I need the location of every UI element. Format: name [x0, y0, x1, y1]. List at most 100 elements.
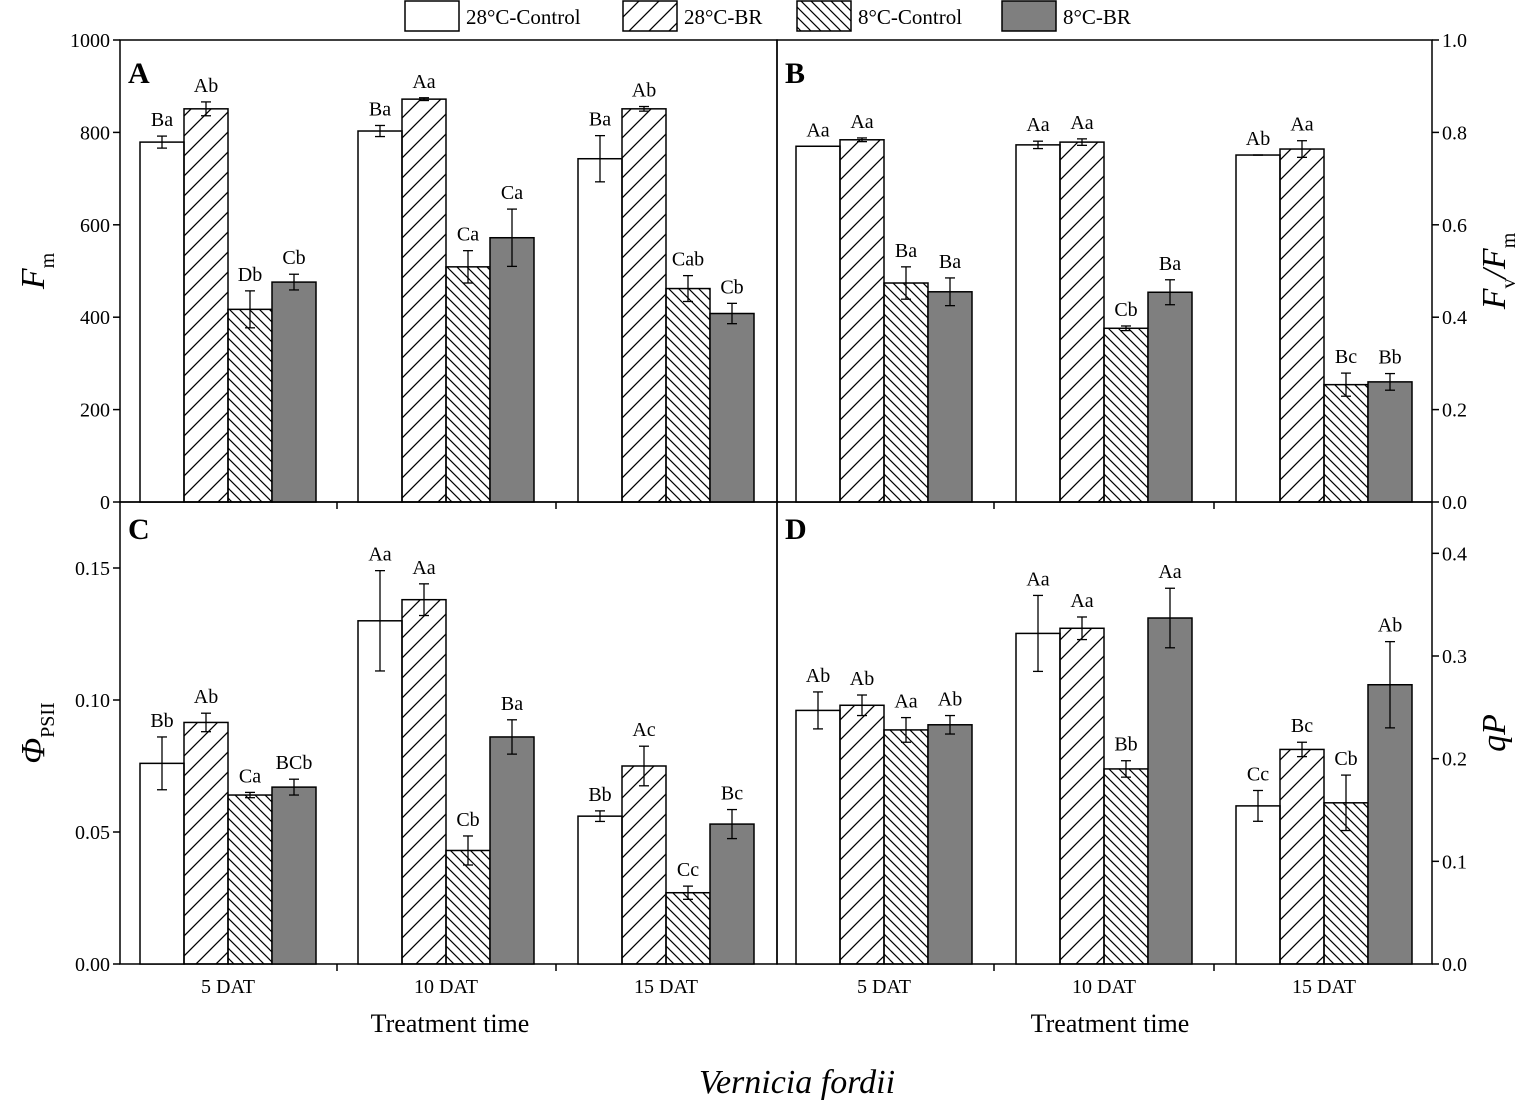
bar-data-label: Aa [806, 119, 829, 141]
bar-data-label: Aa [1026, 568, 1049, 590]
bar-data-label: Ba [589, 109, 611, 131]
y-tick-label: 0.1 [1442, 851, 1467, 873]
bar-data-label: Ab [194, 75, 218, 97]
bar [445, 266, 491, 503]
bar [665, 287, 711, 503]
bar-data-label: Bb [1378, 347, 1401, 369]
bar-data-label: Aa [1158, 561, 1181, 583]
legend-swatch-8c-control [796, 0, 852, 32]
bar-data-label: Ab [632, 80, 656, 102]
bar-data-label: Bb [1114, 734, 1137, 756]
y-tick-label: 0.6 [1442, 215, 1467, 237]
legend-label-28c-br: 28°C-BR [684, 5, 762, 29]
panel-letter: A [128, 57, 150, 90]
bar-data-label: Bc [721, 783, 743, 805]
bar [489, 736, 535, 965]
x-axis-title: Treatment time [371, 1009, 530, 1038]
legend-label-8c-control: 8°C-Control [858, 5, 962, 29]
panel-letter: B [785, 57, 805, 90]
bar-data-label: Cc [1247, 763, 1269, 785]
bar-data-label: Ba [895, 240, 917, 262]
bar-data-label: Aa [1070, 112, 1093, 134]
bar [357, 130, 403, 503]
x-tick-label: 15 DAT [634, 976, 698, 998]
bar [139, 141, 185, 503]
bar [139, 762, 185, 965]
bar [1103, 768, 1149, 965]
y-tick-label: 200 [80, 400, 110, 422]
y-tick-label: 0.2 [1442, 400, 1467, 422]
y-tick-label: 0.2 [1442, 749, 1467, 771]
bar [227, 308, 273, 503]
panel-a: A 0 200 400 600 800 1000 Ba Ba Ba Ab Aa Ab Db Ca Cab Cb C… [15, 30, 778, 514]
x-axis-title: Treatment time [1031, 1009, 1190, 1038]
bar [1015, 144, 1061, 503]
x-tick-label: 5 DAT [201, 976, 255, 998]
y-tick-label: 600 [80, 215, 110, 237]
x-tick-label: 10 DAT [414, 976, 478, 998]
bar [883, 729, 929, 965]
y-axis-title: qP [1476, 714, 1513, 752]
bar-data-label: Ba [369, 98, 391, 120]
y-tick-label: 400 [80, 307, 110, 329]
y-axis-title: ΦPSII [15, 702, 59, 763]
bar [1323, 383, 1369, 503]
bar-data-label: Ca [457, 224, 479, 246]
bar [1103, 327, 1149, 503]
bar [1367, 381, 1413, 503]
bar [489, 236, 535, 503]
bar-data-label: BCb [276, 752, 313, 774]
bar-data-label: Cb [720, 276, 743, 298]
bar [839, 139, 885, 503]
bar [1367, 683, 1413, 965]
bar-data-label: Bb [588, 784, 611, 806]
legend-swatch-8c-br [1001, 0, 1057, 32]
panel-letter: D [785, 513, 807, 546]
bar [1059, 141, 1105, 503]
y-tick-label: 800 [80, 122, 110, 144]
bar-data-label: Aa [1070, 590, 1093, 612]
bar-data-label: Aa [412, 557, 435, 579]
bar [1015, 632, 1061, 965]
bar-data-label: Ab [1246, 128, 1270, 150]
bar-data-label: Ab [194, 686, 218, 708]
bar [1279, 748, 1325, 965]
x-tick-label: 10 DAT [1072, 976, 1136, 998]
y-tick-label: 0.10 [75, 690, 110, 712]
bar [795, 709, 841, 965]
panel-b: B 0.0 0.2 0.4 0.6 0.8 1.0 Aa Aa Ab Aa Aa Aa Ba Cb Bc Ba B… [776, 30, 1520, 514]
bar-data-label: Cb [1334, 748, 1357, 770]
bar [401, 598, 447, 965]
x-tick-label: 15 DAT [1292, 976, 1356, 998]
bar [621, 108, 667, 503]
species-title: Vernicia fordii [699, 1064, 895, 1101]
bar-data-label: Ab [806, 665, 830, 687]
bar [1147, 617, 1193, 965]
bar [709, 312, 755, 503]
legend-swatch-28c-control [404, 0, 460, 32]
y-tick-label: 0.15 [75, 558, 110, 580]
bar [795, 145, 841, 503]
y-tick-label: 0.0 [1442, 492, 1467, 514]
bar [183, 108, 229, 503]
bar-data-label: Ba [1159, 253, 1181, 275]
bar [927, 724, 973, 965]
bar [621, 765, 667, 965]
y-tick-label: 0.4 [1442, 543, 1467, 565]
bar [401, 98, 447, 503]
y-tick-label: 0.05 [75, 822, 110, 844]
bar-data-label: Bc [1291, 715, 1313, 737]
bar-data-label: Cb [456, 809, 479, 831]
bar [227, 794, 273, 965]
panel-c: C 0.00 0.05 0.10 0.15 Bb Aa Bb Ab Aa Ac Ca Cb Cc BCb Ba… [15, 501, 778, 1038]
bar [357, 620, 403, 965]
bar-data-label: Aa [1290, 114, 1313, 136]
bar-data-label: Cc [677, 859, 699, 881]
bar-data-label: Ca [501, 182, 523, 204]
bar [1235, 154, 1281, 503]
panel-letter: C [128, 513, 150, 546]
bar [1279, 148, 1325, 503]
bar-data-label: Ac [632, 719, 655, 741]
bar-data-label: Ba [501, 693, 523, 715]
